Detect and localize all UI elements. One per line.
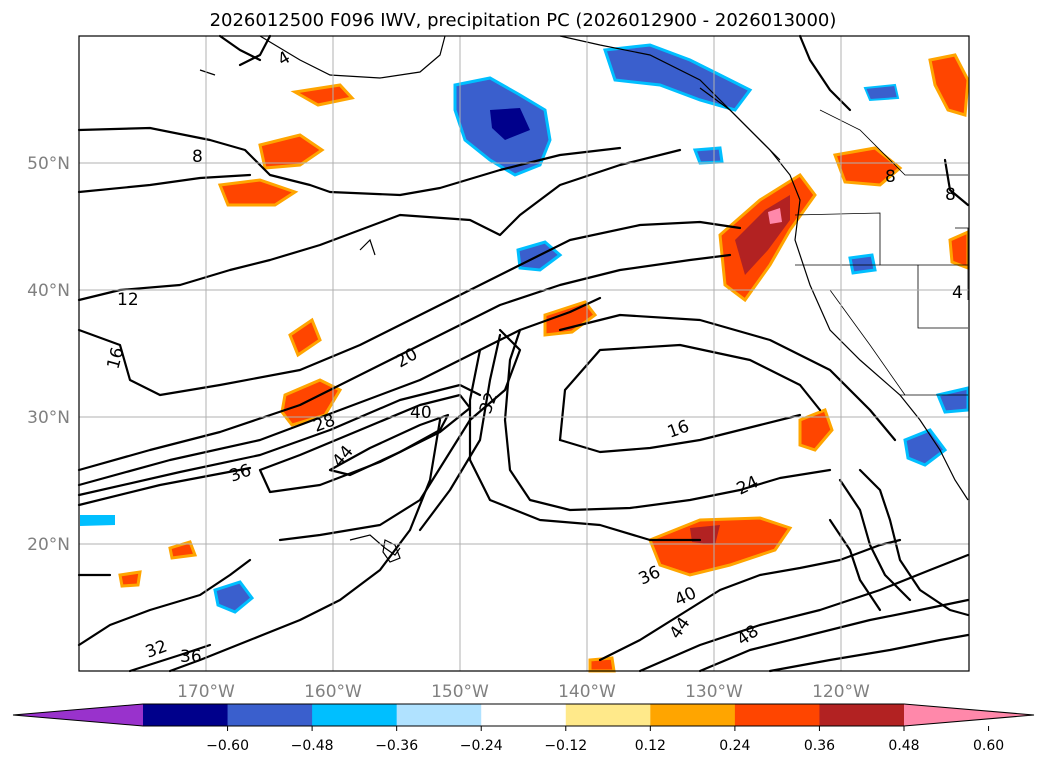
- colorbar-bin: [227, 704, 313, 726]
- precip-positive-area: [832, 146, 903, 187]
- precip-positive-area: [928, 53, 970, 117]
- contour-label: 8: [192, 147, 203, 167]
- colorbar-extend-low: [13, 704, 143, 726]
- lon-label: 130°W: [685, 682, 743, 702]
- precip-negative-area: [903, 428, 948, 467]
- precip-positive-area: [258, 133, 325, 170]
- map-title: 2026012500 F096 IWV, precipitation PC (2…: [210, 10, 837, 31]
- latitude-labels: 50°N 40°N 30°N 20°N: [27, 154, 70, 555]
- colorbar: −0.60 −0.48 −0.36 −0.24 −0.12 0.12 0.24 0.36 0.4…: [12, 703, 1035, 754]
- map-panel: 4 8 12 16 20 28 40 32 44 36 16 24 36 40 …: [77, 34, 970, 673]
- gridlines: [79, 36, 969, 671]
- lon-label: 140°W: [558, 682, 616, 702]
- colorbar-bin: [734, 704, 820, 726]
- colorbar-bin: [650, 704, 736, 726]
- lon-label: 150°W: [431, 682, 489, 702]
- colorbar-bin: [565, 704, 651, 726]
- precip-negative-area: [692, 146, 724, 165]
- precip-negative-area: [848, 253, 877, 275]
- precip-positive-area: [948, 229, 970, 271]
- precip-positive-area: [118, 570, 142, 588]
- precip-strong-negative-area: [490, 108, 530, 140]
- lon-label: 160°W: [304, 682, 362, 702]
- colorbar-tick-label: 0.36: [804, 738, 835, 754]
- colorbar-bin: [312, 704, 398, 726]
- lat-label: 20°N: [27, 535, 70, 555]
- iwv-contours: [77, 34, 970, 673]
- contour-label: 8: [885, 167, 896, 187]
- colorbar-tick-label: 0.60: [973, 738, 1004, 754]
- contour-label: 36: [180, 647, 202, 667]
- lon-label: 120°W: [812, 682, 870, 702]
- colorbar-bin: [481, 704, 567, 726]
- precip-negative-area: [213, 580, 255, 614]
- lat-label: 40°N: [27, 281, 70, 301]
- precip-negative-area: [80, 515, 115, 526]
- precip-positive-area: [648, 516, 793, 577]
- colorbar-tick-label: −0.24: [460, 738, 503, 754]
- precip-negative-area: [935, 386, 970, 414]
- contour-label: 40: [410, 403, 432, 423]
- lat-label: 50°N: [27, 154, 70, 174]
- precip-positive-area: [798, 408, 834, 452]
- colorbar-bin: [143, 704, 229, 726]
- colorbar-tick-label: −0.12: [544, 738, 587, 754]
- contour-label: 12: [117, 290, 139, 310]
- contour-label: 4: [952, 283, 963, 303]
- colorbar-bin: [819, 704, 905, 726]
- lat-label: 30°N: [27, 408, 70, 428]
- precip-positive-area: [288, 317, 322, 358]
- colorbar-tick-label: −0.48: [291, 738, 334, 754]
- colorbar-bin: [396, 704, 482, 726]
- precip-extreme-area: [768, 208, 782, 224]
- lon-label: 170°W: [177, 682, 235, 702]
- colorbar-tick-label: 0.48: [888, 738, 919, 754]
- precip-negative-area: [863, 83, 900, 102]
- precip-strong-positive-area: [690, 525, 720, 545]
- colorbar-tick-label: 0.24: [719, 738, 750, 754]
- longitude-labels: 170°W 160°W 150°W 140°W 130°W 120°W: [177, 682, 870, 702]
- political-borders: [794, 109, 969, 396]
- precip-positive-area: [290, 83, 355, 107]
- colorbar-tick-label: −0.36: [375, 738, 418, 754]
- colorbar-tick-label: 0.12: [635, 738, 666, 754]
- colorbar-extend-high: [904, 704, 1034, 726]
- colorbar-tick-label: −0.60: [206, 738, 249, 754]
- contour-label: 8: [945, 185, 956, 205]
- precip-positive-area: [217, 178, 299, 207]
